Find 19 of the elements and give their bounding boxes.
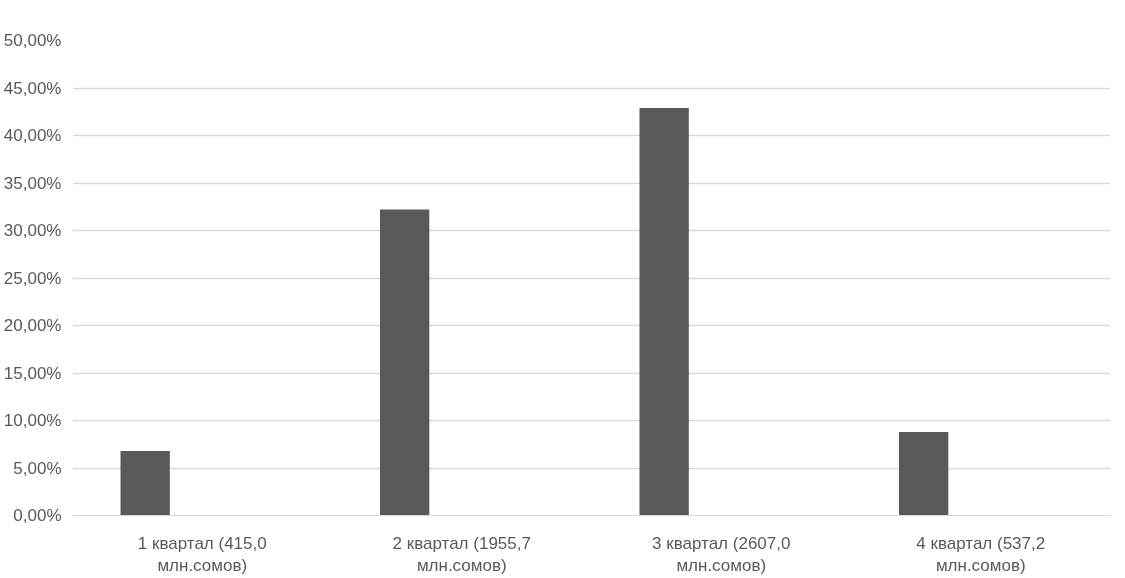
y-tick-label: 5,00% — [13, 458, 62, 478]
bar — [120, 450, 170, 516]
x-tick-label: 1 квартал (415,0 млн.сомов) — [137, 533, 267, 576]
bar — [899, 431, 949, 516]
bar — [380, 209, 430, 516]
x-tick-label: 4 квартал (537,2 млн.сомов) — [916, 533, 1046, 576]
y-tick-label: 45,00% — [3, 78, 62, 98]
y-tick-label: 20,00% — [3, 316, 62, 335]
y-tick-label: 35,00% — [3, 173, 62, 193]
y-tick-label: 0,00% — [13, 506, 62, 525]
y-tick-label: 40,00% — [3, 126, 62, 145]
y-tick-label: 10,00% — [3, 411, 62, 430]
bar — [639, 107, 689, 516]
y-tick-label: 50,00% — [3, 31, 62, 50]
x-tick-label: 3 квартал (2607,0 млн.сомов) — [652, 533, 791, 576]
x-tick-label: 2 квартал (1955,7 млн.сомов) — [392, 533, 531, 576]
y-tick-label: 25,00% — [3, 268, 62, 288]
y-tick-label: 30,00% — [3, 221, 62, 240]
y-tick-label: 15,00% — [3, 363, 62, 383]
